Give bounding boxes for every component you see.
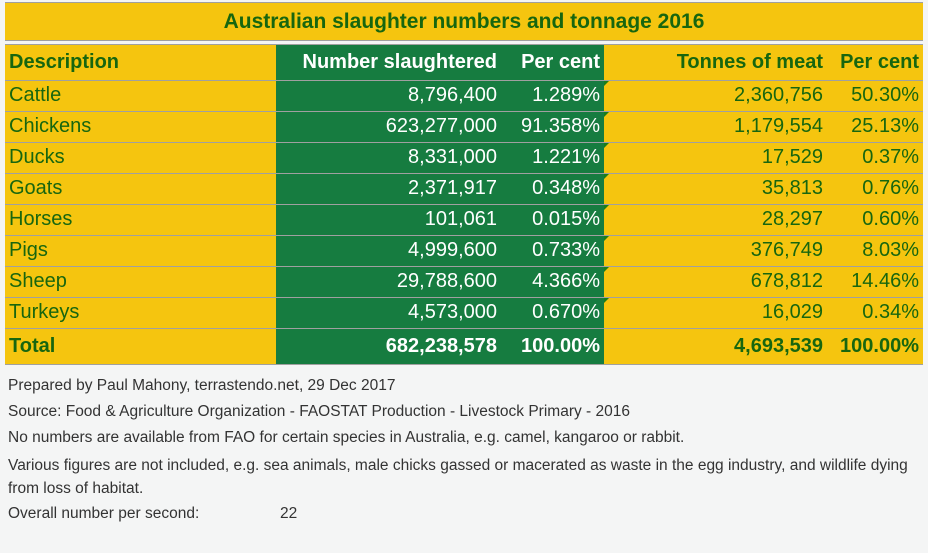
cell-tonnes[interactable]: 1,179,554 — [604, 111, 827, 143]
total-description[interactable]: Total — [5, 328, 276, 365]
cell-number-percent[interactable]: 0.670% — [501, 297, 604, 329]
table-row: Sheep 29,788,600 4.366% 678,812 14.46% — [5, 266, 923, 298]
note-prepared: Prepared by Paul Mahony, terrastendo.net… — [8, 377, 396, 394]
cell-number-percent[interactable]: 91.358% — [501, 111, 604, 143]
cell-number-slaughtered[interactable]: 4,573,000 — [276, 297, 501, 329]
note-availability: No numbers are available from FAO for ce… — [8, 429, 685, 446]
header-number-percent[interactable]: Per cent — [501, 45, 604, 81]
total-tonnes-percent[interactable]: 100.00% — [827, 328, 923, 365]
cell-number-slaughtered[interactable]: 4,999,600 — [276, 235, 501, 267]
table-row: Horses 101,061 0.015% 28,297 0.60% — [5, 204, 923, 236]
cell-number-percent[interactable]: 0.733% — [501, 235, 604, 267]
cell-tonnes-percent[interactable]: 50.30% — [827, 80, 923, 112]
cell-tonnes[interactable]: 678,812 — [604, 266, 827, 298]
overall-label: Overall number per second: — [8, 505, 200, 522]
cell-description[interactable]: Goats — [5, 173, 276, 205]
cell-number-percent[interactable]: 0.015% — [501, 204, 604, 236]
cell-tonnes-percent[interactable]: 0.60% — [827, 204, 923, 236]
cell-description[interactable]: Cattle — [5, 80, 276, 112]
cell-tonnes[interactable]: 16,029 — [604, 297, 827, 329]
cell-tonnes[interactable]: 376,749 — [604, 235, 827, 267]
cell-tonnes[interactable]: 35,813 — [604, 173, 827, 205]
header-row: Description Number slaughtered Per cent … — [5, 45, 923, 81]
cell-tonnes-percent[interactable]: 8.03% — [827, 235, 923, 267]
total-number-percent[interactable]: 100.00% — [501, 328, 604, 365]
cell-tonnes-percent[interactable]: 14.46% — [827, 266, 923, 298]
cell-number-slaughtered[interactable]: 2,371,917 — [276, 173, 501, 205]
table-row: Chickens 623,277,000 91.358% 1,179,554 25.13… — [5, 111, 923, 143]
cell-description[interactable]: Ducks — [5, 142, 276, 174]
total-tonnes[interactable]: 4,693,539 — [604, 328, 827, 365]
cell-number-percent[interactable]: 0.348% — [501, 173, 604, 205]
cell-number-slaughtered[interactable]: 101,061 — [276, 204, 501, 236]
cell-tonnes[interactable]: 2,360,756 — [604, 80, 827, 112]
cell-tonnes-percent[interactable]: 0.34% — [827, 297, 923, 329]
table-row: Ducks 8,331,000 1.221% 17,529 0.37% — [5, 142, 923, 174]
header-tonnes[interactable]: Tonnes of meat — [604, 45, 827, 81]
slaughter-table: Description Number slaughtered Per cent … — [5, 45, 923, 365]
cell-tonnes[interactable]: 17,529 — [604, 142, 827, 174]
cell-description[interactable]: Chickens — [5, 111, 276, 143]
table-row: Cattle 8,796,400 1.289% 2,360,756 50.30% — [5, 80, 923, 112]
cell-description[interactable]: Sheep — [5, 266, 276, 298]
notes: Prepared by Paul Mahony, terrastendo.net… — [8, 376, 923, 524]
cell-description[interactable]: Pigs — [5, 235, 276, 267]
cell-tonnes-percent[interactable]: 0.37% — [827, 142, 923, 174]
table-row: Turkeys 4,573,000 0.670% 16,029 0.34% — [5, 297, 923, 329]
total-number-slaughtered[interactable]: 682,238,578 — [276, 328, 501, 365]
header-number-slaughtered[interactable]: Number slaughtered — [276, 45, 501, 81]
cell-number-percent[interactable]: 1.221% — [501, 142, 604, 174]
spreadsheet: Australian slaughter numbers and tonnage… — [5, 2, 923, 365]
header-tonnes-percent[interactable]: Per cent — [827, 45, 923, 81]
cell-number-slaughtered[interactable]: 623,277,000 — [276, 111, 501, 143]
header-description[interactable]: Description — [5, 45, 276, 81]
cell-tonnes-percent[interactable]: 25.13% — [827, 111, 923, 143]
note-source: Source: Food & Agriculture Organization … — [8, 403, 630, 420]
table-row: Pigs 4,999,600 0.733% 376,749 8.03% — [5, 235, 923, 267]
cell-description[interactable]: Horses — [5, 204, 276, 236]
overall-rate: Overall number per second: 22 — [8, 504, 923, 524]
total-row: Total 682,238,578 100.00% 4,693,539 100.00% — [5, 328, 923, 365]
cell-number-percent[interactable]: 1.289% — [501, 80, 604, 112]
note-excluded: Various figures are not included, e.g. s… — [8, 457, 908, 497]
title-text: Australian slaughter numbers and tonnage… — [223, 9, 705, 33]
table-title[interactable]: Australian slaughter numbers and tonnage… — [5, 2, 923, 41]
table-row: Goats 2,371,917 0.348% 35,813 0.76% — [5, 173, 923, 205]
overall-value[interactable]: 22 — [280, 505, 298, 522]
cell-number-percent[interactable]: 4.366% — [501, 266, 604, 298]
cell-number-slaughtered[interactable]: 8,331,000 — [276, 142, 501, 174]
cell-number-slaughtered[interactable]: 29,788,600 — [276, 266, 501, 298]
title-spacer — [5, 41, 923, 45]
cell-tonnes-percent[interactable]: 0.76% — [827, 173, 923, 205]
cell-number-slaughtered[interactable]: 8,796,400 — [276, 80, 501, 112]
cell-description[interactable]: Turkeys — [5, 297, 276, 329]
cell-tonnes[interactable]: 28,297 — [604, 204, 827, 236]
